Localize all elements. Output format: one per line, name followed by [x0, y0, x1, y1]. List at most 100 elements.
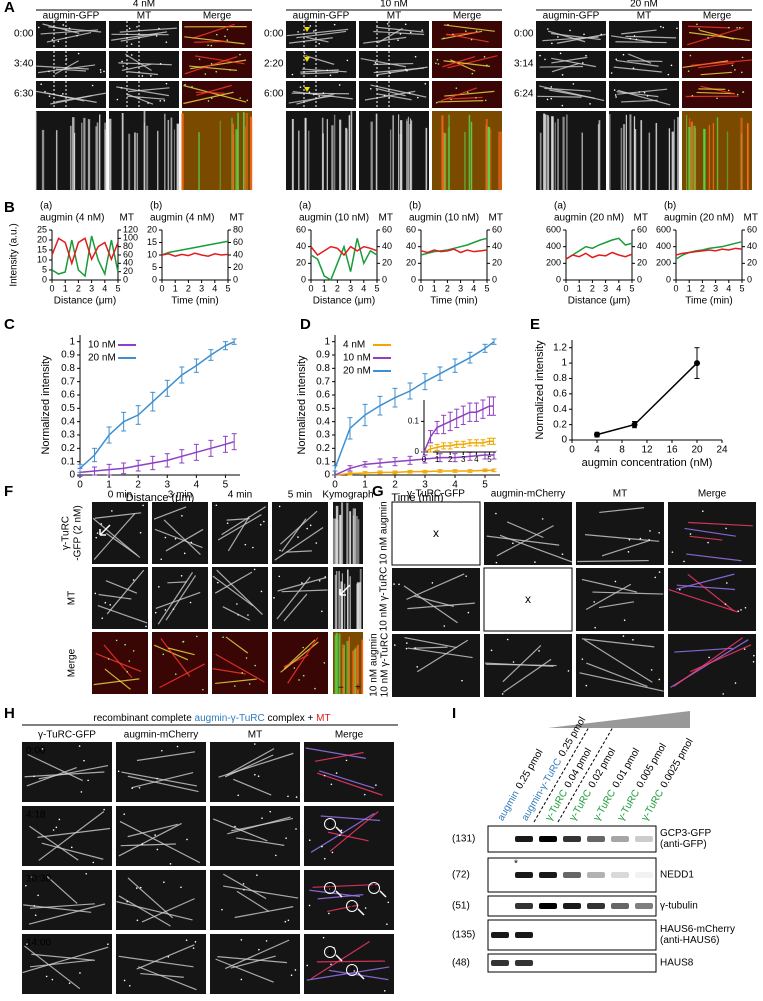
speckle [158, 27, 160, 30]
filament [27, 753, 83, 782]
panel-letter: B [4, 199, 15, 216]
speckle [436, 58, 439, 61]
filament [227, 515, 250, 552]
data-line [161, 252, 229, 258]
x-tick-label: 3 [458, 283, 463, 293]
x-tick-label: 4 [452, 480, 458, 491]
time-label: 6:30 [14, 89, 34, 100]
filament [218, 752, 294, 778]
speckle [741, 56, 744, 59]
x-tick-label: 5 [487, 455, 492, 464]
column-header: MT [387, 11, 401, 22]
filament [226, 748, 275, 776]
band [515, 836, 533, 842]
y-tick-label: 20 [296, 258, 306, 268]
speckle [539, 54, 541, 57]
speckle [614, 94, 617, 96]
y-tick-label: 0 [324, 470, 330, 481]
filament [320, 815, 381, 822]
y2-tick-label: 40 [382, 241, 392, 251]
speckle [561, 104, 564, 107]
legend-entry: 4 nM [343, 340, 365, 351]
micrograph [576, 634, 664, 697]
y-tick-label: 0 [666, 274, 671, 284]
time-label: 14:00 [26, 938, 51, 949]
data-line [420, 248, 488, 254]
filament [119, 820, 201, 864]
micrograph [116, 934, 206, 994]
speckle [708, 656, 710, 659]
legend-entry: augmin (20 nM) [554, 213, 624, 224]
filament [184, 36, 245, 45]
speckle [323, 857, 326, 860]
arrow [335, 826, 343, 834]
speckle [649, 530, 651, 532]
filament [217, 514, 262, 541]
y-tick-label: 0.1 [408, 417, 420, 426]
filament [104, 668, 131, 690]
speckle [126, 671, 129, 673]
speckle [192, 947, 195, 949]
filament [226, 518, 250, 521]
filament [97, 605, 148, 624]
column-header: Merge [703, 11, 732, 22]
band [587, 903, 605, 909]
x-tick-label: 2 [448, 455, 453, 464]
y2-tick-label: 0 [123, 274, 128, 284]
speckle [26, 943, 28, 945]
y-tick-label: 5 [42, 264, 47, 274]
speckle [696, 23, 698, 26]
y2-tick-label: 80 [123, 241, 133, 251]
lane-name: γ-TuRC [543, 788, 570, 823]
speckle [190, 541, 193, 544]
speckle [725, 582, 728, 584]
filament [288, 95, 334, 104]
column-header: augmin-mCherry [491, 489, 565, 500]
speckle [421, 29, 424, 31]
filament [157, 572, 194, 625]
time-label: 2:20 [264, 59, 284, 70]
speckle [309, 25, 312, 27]
filament [300, 71, 339, 75]
band [587, 872, 605, 878]
speckle [534, 561, 536, 563]
speckle [646, 95, 649, 97]
y2-tick-label: 0 [492, 274, 497, 284]
speckle [435, 101, 438, 104]
speckle [633, 35, 636, 37]
y-tick-label: 600 [546, 224, 561, 234]
speckle [180, 574, 183, 577]
filament [688, 521, 753, 527]
y-tick-label: 0 [69, 470, 75, 481]
concentration: 20 nM [630, 0, 658, 10]
micrograph [609, 111, 679, 190]
y-tick-label: 400 [546, 241, 561, 251]
legend-entry: MT [489, 213, 503, 224]
speckle [241, 672, 244, 674]
time-label: 0:00 [514, 29, 534, 40]
legend-entry: MT [120, 213, 134, 224]
speckle [120, 87, 123, 89]
marker-ring [368, 882, 380, 894]
speckle [182, 641, 184, 643]
filament [167, 581, 187, 584]
time-label: 6:24 [514, 89, 534, 100]
molecular-weight: (131) [452, 834, 475, 845]
speckle [244, 543, 247, 546]
column-header: augmin-GFP [43, 11, 100, 22]
speckle [70, 846, 73, 849]
speckle [51, 39, 54, 41]
filament [234, 906, 294, 919]
data-line [334, 341, 495, 469]
filament [136, 751, 196, 762]
speckle [538, 650, 540, 652]
arrow [357, 972, 365, 980]
micrograph [286, 111, 356, 190]
arrowhead [304, 87, 310, 92]
speckle [33, 775, 35, 778]
speckle [318, 579, 321, 582]
y2-tick-label: 20 [747, 258, 757, 268]
micrograph [210, 742, 300, 802]
speckle [589, 103, 591, 105]
x-tick-label: 2 [445, 283, 450, 293]
